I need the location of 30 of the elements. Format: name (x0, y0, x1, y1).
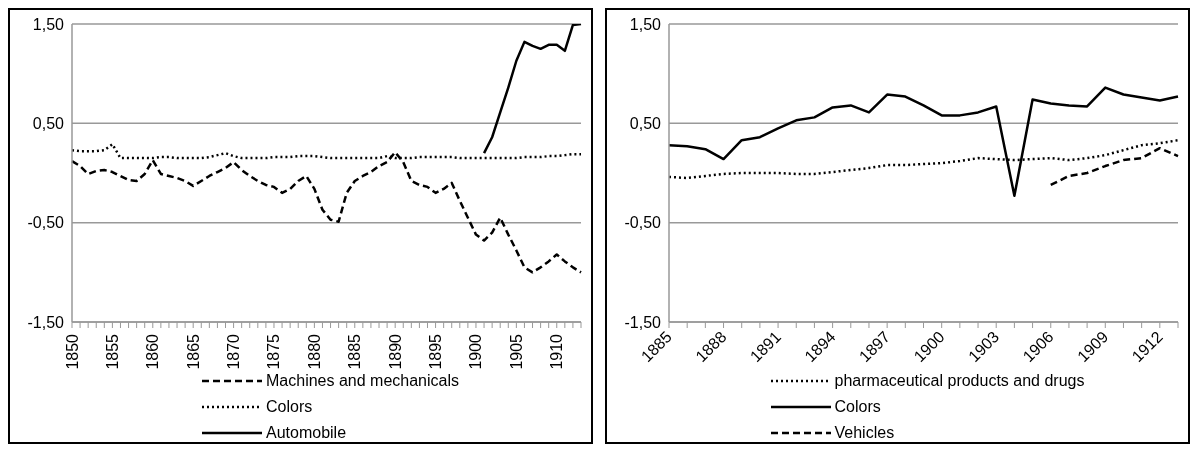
x-tick-label: 1900 (467, 333, 485, 370)
y-tick-label: -1,50 (27, 313, 65, 331)
x-tick-label: 1860 (144, 333, 162, 370)
legend-label: Machines and mechanicals (266, 372, 459, 390)
y-tick-label: -0,50 (624, 214, 662, 232)
y-tick-label: 1,50 (629, 15, 662, 33)
line-series (1049, 146, 1180, 187)
x-tick-label: 1895 (427, 333, 445, 370)
y-tick-label: -0,50 (27, 214, 65, 232)
legend-label: Colors (834, 398, 881, 416)
x-tick-label: 1890 (386, 333, 404, 370)
line-series (667, 86, 1180, 198)
y-tick-label: -1,50 (624, 313, 662, 331)
y-tick-label: 1,50 (32, 15, 65, 33)
x-tick-label: 1905 (507, 333, 525, 370)
line-series (482, 24, 583, 155)
legend-label: Colors (266, 398, 313, 416)
legend-label: pharmaceutical products and drugs (834, 372, 1085, 390)
x-tick-label: 1855 (103, 333, 121, 370)
x-tick-label: 1880 (305, 333, 323, 370)
legend-label: Automobile (266, 424, 347, 442)
x-tick-label: 1870 (225, 333, 243, 370)
y-tick-label: 0,50 (629, 115, 662, 133)
x-tick-label: 1875 (265, 333, 283, 370)
y-tick-label: 0,50 (32, 115, 65, 133)
x-tick-label: 1850 (63, 333, 81, 370)
x-tick-label: 1885 (346, 333, 364, 370)
x-tick-label: 1910 (548, 333, 566, 370)
x-tick-label: 1865 (184, 333, 202, 370)
legend-label: Vehicles (834, 424, 895, 442)
